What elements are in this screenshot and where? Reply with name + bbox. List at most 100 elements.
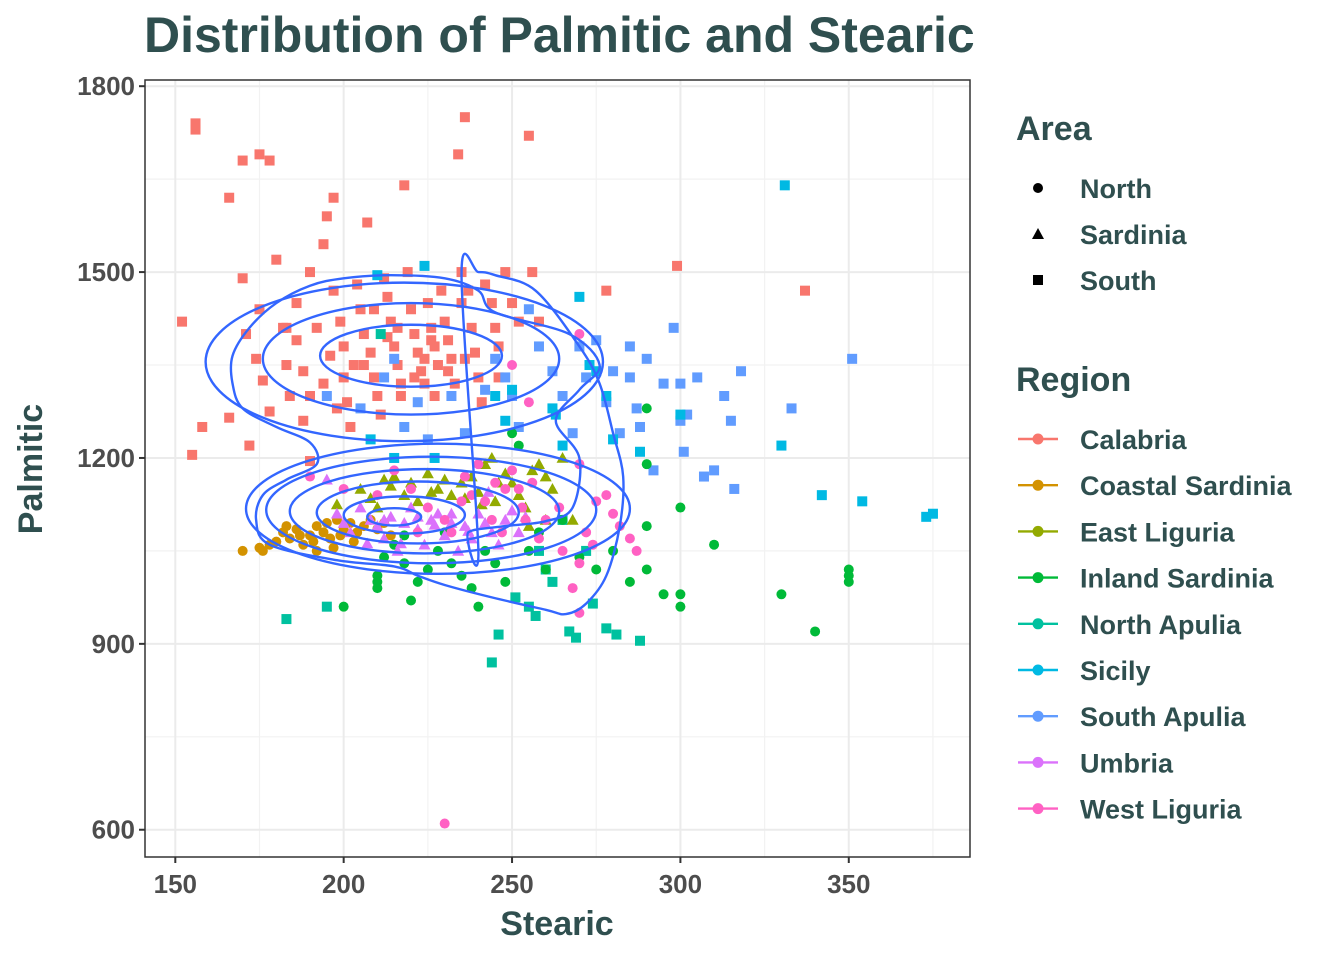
data-point — [365, 347, 376, 358]
data-point — [479, 517, 492, 528]
data-point — [438, 529, 451, 541]
data-point — [675, 378, 686, 389]
data-point — [382, 291, 393, 302]
data-point — [608, 366, 619, 377]
data-point — [729, 483, 740, 494]
data-point — [422, 434, 433, 445]
data-point — [709, 539, 720, 550]
series-west-liguria — [305, 329, 642, 829]
data-point — [348, 360, 359, 371]
data-point — [567, 583, 578, 594]
data-point — [291, 298, 302, 309]
data-point — [443, 335, 454, 346]
data-point — [601, 623, 612, 634]
data-point — [601, 490, 612, 501]
data-point — [375, 329, 386, 340]
data-point — [395, 378, 406, 389]
data-point — [658, 378, 669, 389]
data-point — [384, 510, 397, 522]
data-point — [540, 564, 551, 575]
data-point — [429, 341, 440, 352]
data-point — [431, 507, 444, 519]
data-point — [361, 537, 374, 549]
data-point — [402, 267, 413, 278]
data-point — [546, 482, 559, 494]
data-point — [500, 415, 511, 426]
data-point — [608, 434, 619, 445]
plot-border — [144, 79, 971, 858]
data-point — [254, 304, 265, 315]
data-point — [857, 496, 868, 507]
data-point — [564, 626, 575, 637]
legend-label-calabria: Calabria — [1080, 425, 1188, 455]
data-point — [512, 489, 525, 500]
data-point — [305, 267, 315, 278]
data-point — [530, 610, 541, 621]
data-point — [533, 316, 544, 327]
data-point — [439, 818, 450, 829]
data-point — [284, 391, 295, 402]
data-point — [338, 341, 349, 352]
data-point — [506, 504, 519, 516]
data-point — [490, 477, 501, 488]
data-point — [672, 260, 683, 271]
data-point — [631, 545, 642, 556]
legend-key-dot — [1032, 433, 1044, 445]
density-contours — [204, 252, 632, 616]
data-point — [557, 545, 568, 556]
legend-label-inland-sardinia: Inland Sardinia — [1080, 564, 1275, 594]
data-point — [177, 316, 188, 327]
data-point — [490, 322, 501, 333]
data-point — [539, 470, 552, 482]
data-point — [298, 415, 309, 426]
data-point — [486, 657, 497, 668]
data-point — [254, 149, 265, 160]
data-point — [566, 513, 579, 525]
data-point — [550, 409, 561, 420]
data-point — [507, 391, 518, 402]
data-point — [426, 322, 437, 333]
data-point — [675, 502, 686, 513]
data-point — [527, 267, 538, 278]
data-point — [624, 576, 635, 587]
data-point — [257, 545, 268, 556]
data-point — [318, 378, 329, 389]
data-point — [399, 421, 410, 432]
data-point — [490, 391, 501, 402]
contour-north-peak-2 — [342, 495, 467, 535]
data-point — [648, 465, 659, 476]
data-point — [547, 366, 558, 377]
data-point — [547, 576, 558, 587]
data-point — [810, 626, 821, 637]
data-point — [328, 192, 339, 203]
legend-label-umbria: Umbria — [1080, 748, 1174, 778]
legend-label-south: South — [1080, 266, 1156, 296]
data-point — [311, 322, 322, 333]
data-point — [921, 511, 932, 522]
data-point — [419, 353, 430, 364]
data-point — [601, 285, 612, 296]
data-point — [335, 316, 346, 327]
data-point — [358, 360, 369, 371]
data-point — [355, 403, 366, 414]
data-point — [436, 285, 447, 296]
y-tick-label: 1200 — [77, 443, 135, 473]
x-tick-label: 350 — [827, 869, 870, 899]
legend-key-dot — [1032, 756, 1044, 768]
data-point — [337, 517, 350, 528]
data-point — [224, 412, 235, 423]
data-point — [281, 360, 292, 371]
data-point — [473, 459, 484, 470]
data-point — [187, 449, 198, 460]
data-point — [480, 496, 491, 507]
data-point — [345, 421, 356, 432]
data-point — [237, 155, 248, 166]
data-point — [493, 372, 504, 383]
data-point — [591, 564, 602, 575]
data-point — [631, 403, 642, 414]
legend-key-dot — [1032, 525, 1044, 537]
data-point — [382, 332, 393, 343]
data-point — [409, 372, 420, 383]
data-point — [624, 372, 635, 383]
data-point — [443, 366, 454, 377]
